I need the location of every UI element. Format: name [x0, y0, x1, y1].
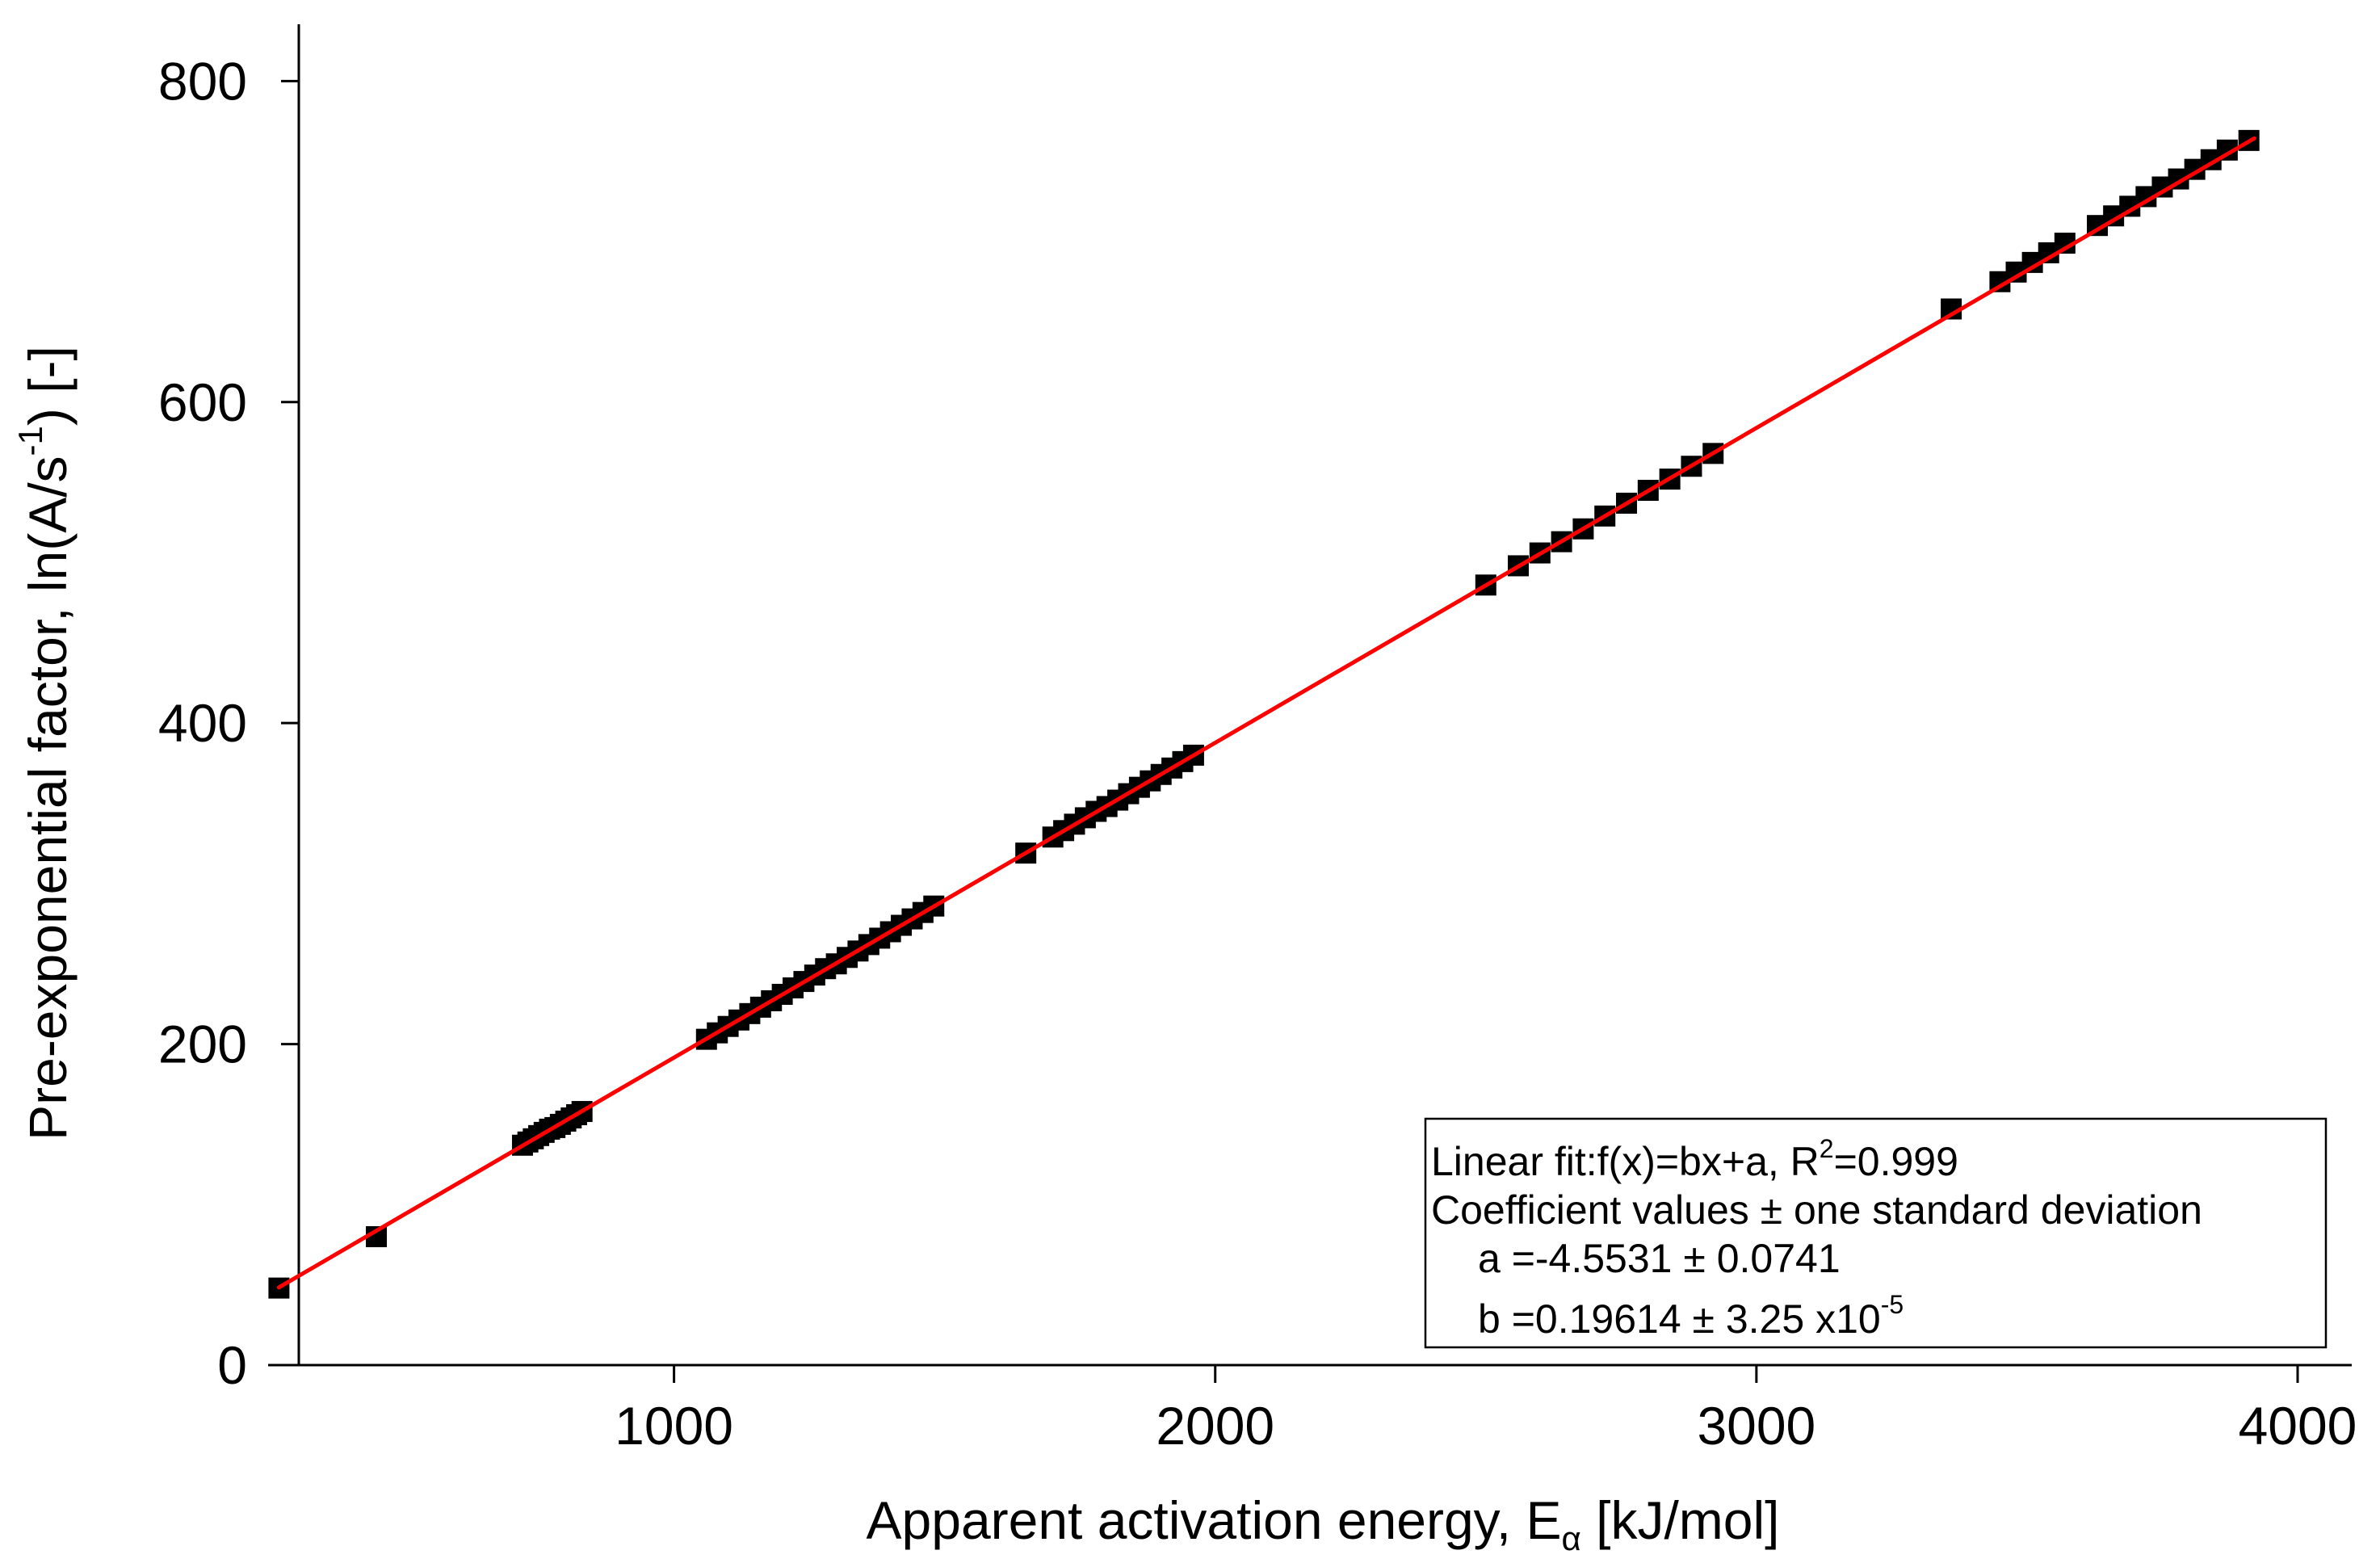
y-axis-ticks: 0 200 400 600 800 — [158, 51, 299, 1395]
y-tick-label: 200 — [158, 1015, 247, 1074]
x-axis-label: Apparent activation energy, Eα [kJ/mol] — [867, 1490, 1780, 1557]
y-tick-label: 400 — [158, 693, 247, 753]
fit-line — [276, 136, 2256, 1290]
annotation-line-4: b =0.19614 ± 3.25 x10-5 — [1478, 1290, 1904, 1342]
fit-annotation: Linear fit:f(x)=bx+a, R2=0.999 Coefficie… — [1424, 1117, 2328, 1349]
y-axis-label: Pre-exponential factor, ln(A/s-1) [-] — [11, 346, 78, 1141]
x-tick-label: 2000 — [1156, 1396, 1274, 1456]
annotation-line-2: Coefficient values ± one standard deviat… — [1431, 1187, 2202, 1233]
x-axis-ticks: 1000 2000 3000 4000 — [615, 1365, 2357, 1456]
x-tick-label: 3000 — [1697, 1396, 1815, 1456]
x-tick-label: 1000 — [615, 1396, 733, 1456]
y-tick-label: 600 — [158, 372, 247, 432]
y-tick-label: 0 — [217, 1335, 247, 1395]
annotation-line-3: a =-4.5531 ± 0.0741 — [1478, 1236, 1841, 1281]
x-tick-label: 4000 — [2239, 1396, 2357, 1456]
annotation-line-1: Linear fit:f(x)=bx+a, R2=0.999 — [1431, 1134, 1958, 1184]
y-tick-label: 800 — [158, 51, 247, 111]
annotation-box — [1424, 1117, 2328, 1349]
